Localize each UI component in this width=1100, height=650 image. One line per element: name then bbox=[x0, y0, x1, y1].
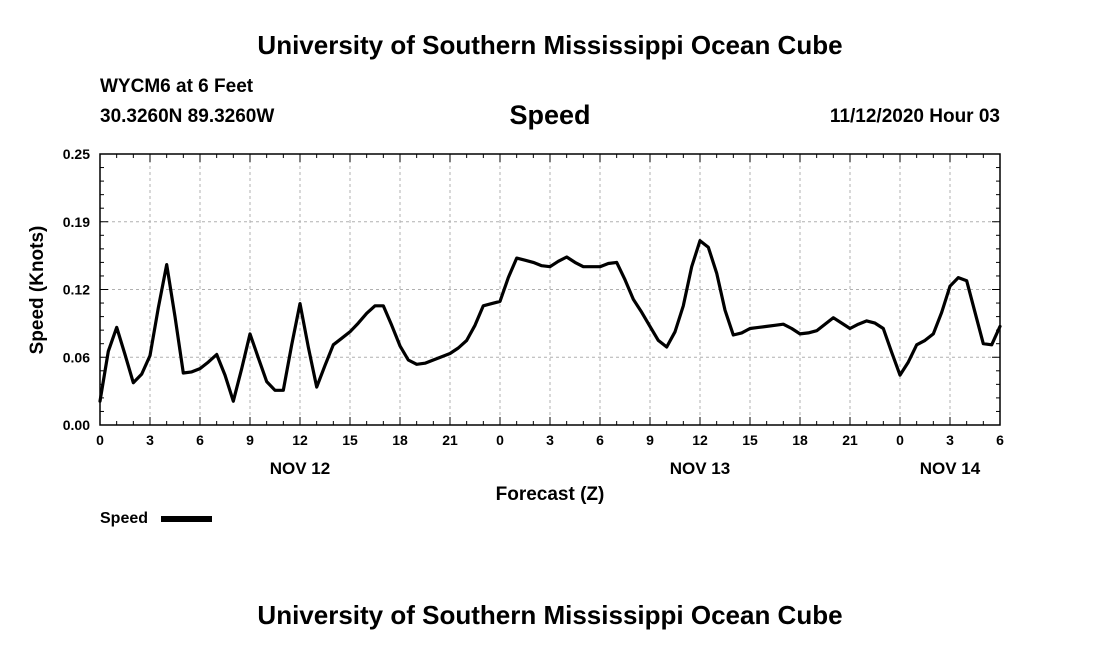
x-tick-label: 21 bbox=[442, 432, 458, 448]
legend-swatch bbox=[161, 516, 212, 522]
x-tick-label: 6 bbox=[196, 432, 204, 448]
y-tick-label: 0.06 bbox=[63, 349, 90, 365]
legend-label: Speed bbox=[100, 510, 149, 527]
x-tick-label: 12 bbox=[692, 432, 708, 448]
x-tick-label: 0 bbox=[96, 432, 104, 448]
x-tick-label: 15 bbox=[342, 432, 358, 448]
chart-title: Speed bbox=[509, 100, 591, 130]
y-tick-label: 0.00 bbox=[63, 417, 90, 433]
y-tick-label: 0.19 bbox=[63, 214, 90, 230]
day-label: NOV 14 bbox=[920, 459, 981, 478]
day-label: NOV 13 bbox=[670, 459, 730, 478]
y-tick-label: 0.12 bbox=[63, 282, 90, 298]
x-tick-label: 9 bbox=[246, 432, 254, 448]
day-labels: NOV 12 NOV 13 NOV 14 bbox=[270, 459, 981, 478]
y-tick-label: 0.25 bbox=[63, 146, 90, 162]
datetime-label: 11/12/2020 Hour 03 bbox=[829, 106, 1000, 127]
x-tick-label: 0 bbox=[496, 432, 504, 448]
x-axis: 0 3 6 9 12 15 18 21 0 3 6 9 12 15 18 21 0 3 6 bbox=[96, 154, 1004, 448]
y-axis: 0.00 0.06 0.12 0.19 0.25 bbox=[63, 146, 1000, 433]
footer-title: University of Southern Mississippi Ocean… bbox=[257, 600, 843, 630]
series-layer bbox=[98, 239, 1002, 403]
day-label: NOV 12 bbox=[270, 459, 330, 478]
y-axis-title: Speed (Knots) bbox=[27, 226, 48, 355]
x-tick-label: 6 bbox=[596, 432, 604, 448]
x-tick-label: 6 bbox=[996, 432, 1004, 448]
x-tick-label: 3 bbox=[546, 432, 554, 448]
series-line-speed bbox=[98, 239, 1002, 403]
header-title: University of Southern Mississippi Ocean… bbox=[257, 30, 843, 60]
station-label: WYCM6 at 6 Feet bbox=[100, 76, 254, 97]
x-tick-label: 3 bbox=[146, 432, 154, 448]
x-tick-label: 12 bbox=[292, 432, 308, 448]
grid-lines bbox=[99, 153, 1001, 426]
x-tick-label: 21 bbox=[842, 432, 858, 448]
x-axis-title: Forecast (Z) bbox=[496, 484, 605, 505]
x-tick-label: 3 bbox=[946, 432, 954, 448]
x-tick-label: 9 bbox=[646, 432, 654, 448]
x-tick-label: 18 bbox=[792, 432, 808, 448]
x-tick-label: 15 bbox=[742, 432, 758, 448]
x-tick-label: 18 bbox=[392, 432, 408, 448]
x-tick-label: 0 bbox=[896, 432, 904, 448]
location-label: 30.3260N 89.3260W bbox=[100, 106, 275, 127]
